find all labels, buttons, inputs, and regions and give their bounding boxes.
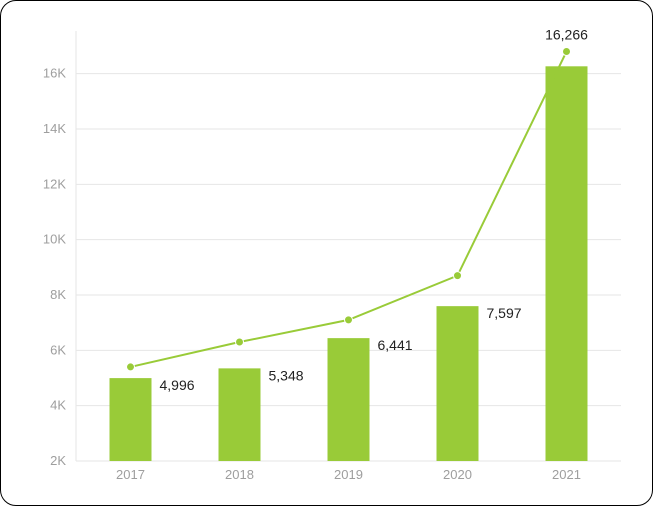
y-tick-label: 6K	[50, 342, 66, 357]
y-tick-label: 10K	[43, 232, 66, 247]
data-label: 6,441	[378, 337, 413, 353]
y-tick-label: 12K	[43, 176, 66, 191]
y-tick-label: 8K	[50, 287, 66, 302]
bar	[328, 338, 370, 461]
trend-marker	[563, 48, 571, 56]
chart-card: 2K 4K 6K 8K 10K 12K 14K 16K 2017 2018 2019 2020 2021…	[0, 0, 653, 506]
bar	[110, 378, 152, 461]
x-tick-label: 2020	[443, 467, 472, 482]
y-tick-label: 16K	[43, 66, 66, 81]
data-label: 7,597	[487, 305, 522, 321]
y-tick-label: 4K	[50, 398, 66, 413]
x-tick-label: 2017	[116, 467, 145, 482]
bar	[546, 66, 588, 461]
x-tick-label: 2021	[552, 467, 581, 482]
x-tick-label: 2018	[225, 467, 254, 482]
bar	[437, 306, 479, 461]
trend-marker	[236, 338, 244, 346]
y-tick-label: 2K	[50, 453, 66, 468]
trend-marker	[127, 363, 135, 371]
data-label: 4,996	[160, 377, 195, 393]
data-label: 5,348	[269, 367, 304, 383]
trend-marker	[454, 272, 462, 280]
data-label: 16,266	[545, 27, 588, 43]
trend-marker	[345, 316, 353, 324]
y-tick-label: 14K	[43, 121, 66, 136]
bar	[219, 368, 261, 461]
x-tick-label: 2019	[334, 467, 363, 482]
chart-svg: 2K 4K 6K 8K 10K 12K 14K 16K 2017 2018 2019 2020 2021…	[1, 1, 653, 506]
